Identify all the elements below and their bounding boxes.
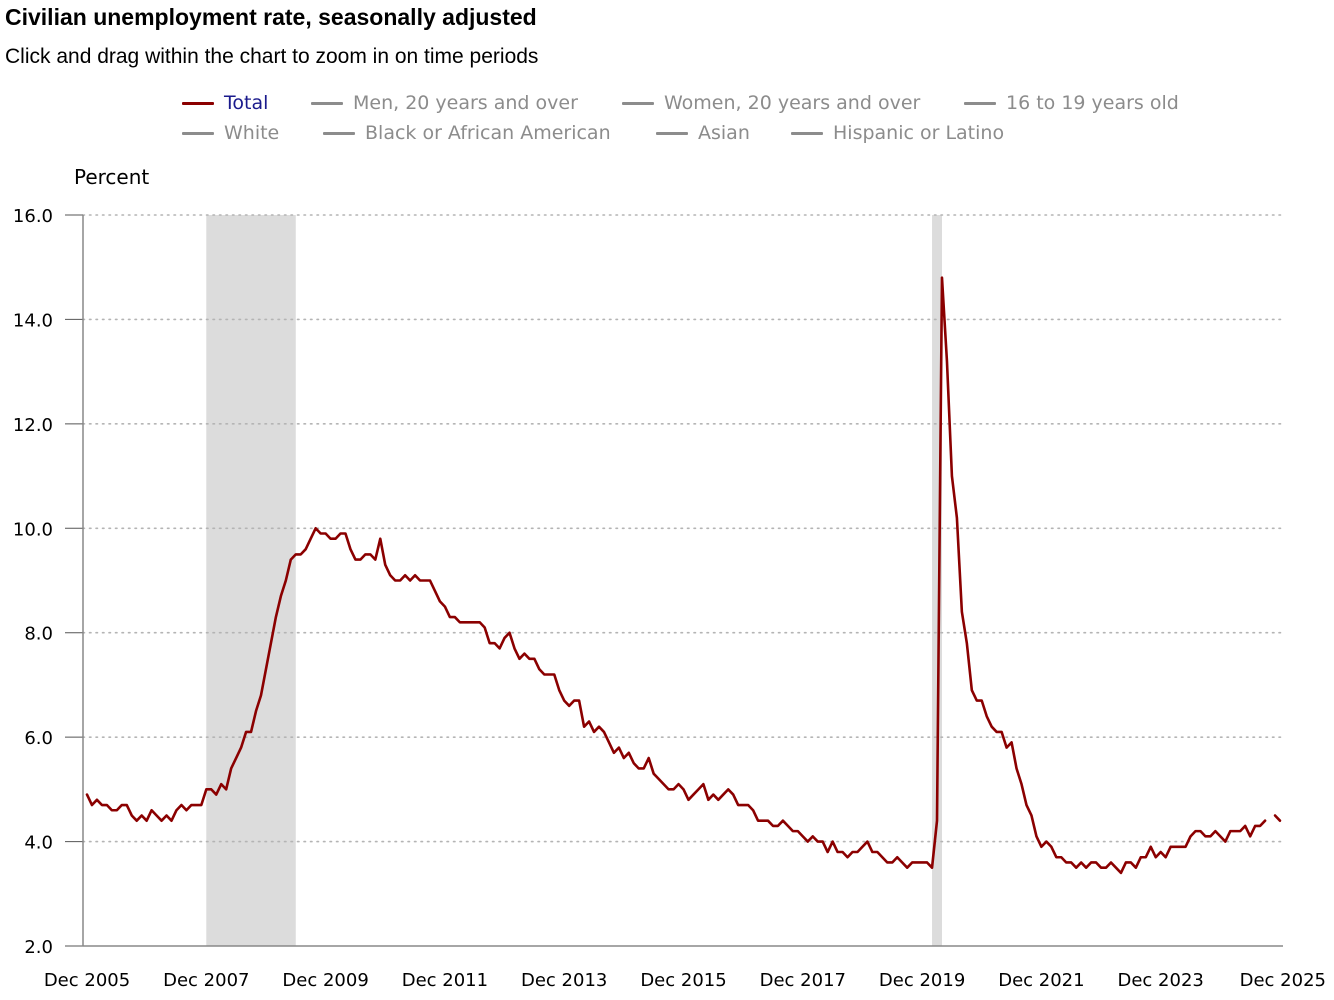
legend-swatch — [964, 101, 996, 105]
x-tick-label: Dec 2013 — [521, 970, 607, 991]
legend-item-men[interactable]: Men, 20 years and over — [311, 92, 578, 114]
x-tick-label: Dec 2007 — [163, 970, 249, 991]
legend-label: Asian — [698, 122, 750, 144]
x-tick-label: Dec 2011 — [402, 970, 488, 991]
legend-swatch — [791, 131, 823, 135]
legend-swatch — [622, 101, 654, 105]
legend-swatch — [656, 131, 688, 135]
legend-label: Men, 20 years and over — [353, 92, 578, 114]
legend-label: Total — [224, 92, 269, 114]
recession-band — [206, 215, 296, 946]
y-tick-label: 14.0 — [13, 310, 53, 331]
axes — [82, 215, 1283, 947]
grid-lines — [65, 214, 1284, 947]
legend-label: Women, 20 years and over — [664, 92, 921, 114]
series-line-segment — [1273, 814, 1282, 822]
x-tick-label: Dec 2009 — [282, 970, 368, 991]
y-axis-label: Percent — [74, 165, 150, 189]
legend-label: Black or African American — [365, 122, 611, 144]
y-tick-label: 4.0 — [24, 833, 53, 854]
chart-title: Civilian unemployment rate, seasonally a… — [5, 4, 537, 30]
legend-item-teens[interactable]: 16 to 19 years old — [964, 92, 1179, 114]
x-tick-label: Dec 2019 — [879, 970, 965, 991]
x-tick-labels: Dec 2005 Dec 2007 Dec 2009 Dec 2011 Dec 2013… — [44, 970, 1326, 991]
legend-item-asian[interactable]: Asian — [656, 122, 750, 144]
chart-subtitle: Click and drag within the chart to zoom … — [5, 45, 539, 68]
y-tick-label: 12.0 — [13, 415, 53, 436]
recession-shading — [206, 215, 942, 946]
y-tick-labels: 2.0 4.0 6.0 8.0 10.0 12.0 14.0 16.0 — [13, 206, 53, 958]
y-tick-label: 16.0 — [13, 206, 53, 227]
x-tick-label: Dec 2023 — [1118, 970, 1204, 991]
legend-swatch — [182, 101, 214, 105]
legend-item-total[interactable]: Total — [182, 92, 268, 114]
x-tick-label: Dec 2015 — [640, 970, 726, 991]
y-tick-label: 2.0 — [24, 937, 53, 958]
legend-item-women[interactable]: Women, 20 years and over — [622, 92, 920, 114]
legend-item-hispanic[interactable]: Hispanic or Latino — [791, 122, 1004, 144]
series-total — [85, 276, 1282, 875]
legend-swatch — [311, 101, 343, 105]
x-tick-label: Dec 2025 — [1240, 970, 1326, 991]
x-tick-label: Dec 2017 — [760, 970, 846, 991]
y-tick-label: 8.0 — [24, 624, 53, 645]
series-line-segment — [85, 276, 1267, 875]
y-tick-label: 10.0 — [13, 519, 53, 540]
legend-label: White — [224, 122, 280, 144]
legend-item-black[interactable]: Black or African American — [323, 122, 611, 144]
x-tick-label: Dec 2021 — [998, 970, 1084, 991]
y-tick-label: 6.0 — [24, 728, 53, 749]
legend-item-white[interactable]: White — [182, 122, 279, 144]
x-tick-label: Dec 2005 — [44, 970, 130, 991]
legend-swatch — [323, 131, 355, 135]
legend-label: Hispanic or Latino — [833, 122, 1005, 144]
recession-band — [932, 215, 942, 946]
legend-label: 16 to 19 years old — [1006, 92, 1179, 114]
legend-swatch — [182, 131, 214, 135]
